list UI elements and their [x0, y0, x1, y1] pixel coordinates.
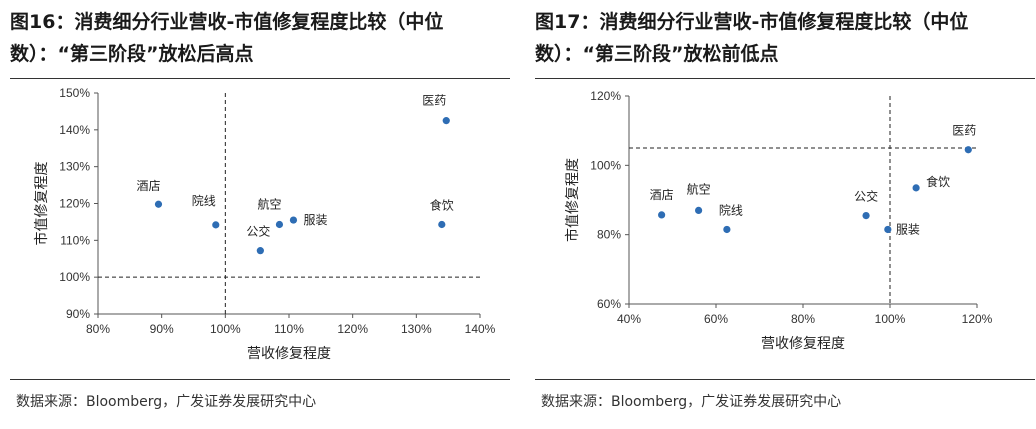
data-label: 酒店 [650, 188, 674, 202]
data-label: 服装 [303, 213, 327, 227]
x-tick-label: 140% [465, 322, 496, 336]
data-point [884, 225, 892, 234]
data-point [438, 220, 446, 229]
data-point [912, 184, 920, 192]
data-point [275, 220, 284, 229]
data-point [256, 247, 264, 255]
x-tick-label: 40% [617, 312, 641, 326]
y-tick-label: 120% [590, 89, 621, 103]
y-axis-title: 市值修复程度 [564, 158, 581, 242]
x-tick-label: 100% [875, 312, 906, 326]
x-axis-title: 营收修复程度 [247, 345, 331, 362]
figure-16-panel: 图16：消费细分行业营收-市值修复程度比较（中位 数）：“第三阶段”放松后高点 … [10, 0, 510, 429]
y-tick-label: 100% [590, 158, 621, 172]
figure-16-title-line2: 数）：“第三阶段”放松后高点 [10, 43, 254, 65]
data-label: 公交 [854, 189, 878, 204]
y-tick-label: 130% [59, 160, 90, 174]
figure-17-title-line2: 数）：“第三阶段”放松前低点 [535, 43, 779, 65]
x-axis-title: 营收修复程度 [761, 335, 845, 352]
data-label: 公交 [246, 224, 270, 239]
figure-16-frame: 90% 100% 110% 120% 130% 140% 150% 80% 90% 100% 110… [10, 78, 510, 380]
data-label: 院线 [192, 194, 216, 208]
figure-17-panel: 图17：消费细分行业营收-市值修复程度比较（中位 数）：“第三阶段”放松前低点 … [535, 0, 1035, 429]
x-tick-label: 90% [150, 322, 174, 336]
x-tick-label: 60% [704, 312, 728, 326]
x-tick-label: 120% [337, 322, 368, 336]
figure-17-source: 数据来源：Bloomberg，广发证券发展研究中心 [541, 394, 842, 410]
x-tick-label: 100% [210, 322, 241, 336]
y-tick-label: 140% [59, 123, 90, 137]
x-tick-label: 130% [401, 322, 432, 336]
data-label: 航空 [687, 181, 711, 196]
x-tick-label: 110% [274, 322, 304, 336]
figure-17-chart: 60%80%100%120%40% 60% 80% 100% 120%营收修复程度市值修… [564, 89, 993, 352]
y-tick-label: 150% [59, 86, 90, 100]
data-point [964, 146, 972, 154]
data-label: 服装 [896, 222, 920, 236]
x-tick-label: 120% [962, 312, 993, 326]
y-tick-label: 120% [59, 197, 90, 211]
data-label: 航空 [257, 196, 281, 211]
y-axis-title: 市值修复程度 [33, 162, 50, 246]
data-label: 院线 [719, 203, 743, 217]
data-point [289, 216, 298, 224]
figure-16-chart: 90%100%110%120%130%140%150%80% 90% 100% 110… [33, 86, 496, 362]
data-label: 食饮 [926, 174, 950, 189]
data-point [723, 225, 731, 234]
figure-17-frame: 60% 80% 100% 120% 40% 60% 80% 100% 120% 营收修复程度 市值修… [535, 78, 1035, 380]
data-point [658, 211, 666, 219]
data-label: 医药 [422, 94, 446, 108]
figure-16-source: 数据来源：Bloomberg，广发证券发展研究中心 [16, 394, 317, 410]
data-point [695, 206, 703, 214]
x-tick-label: 80% [791, 312, 815, 326]
data-label: 医药 [952, 124, 976, 138]
x-tick-label: 80% [86, 322, 110, 336]
data-point [154, 200, 163, 208]
y-tick-label: 110% [60, 233, 90, 247]
data-point [862, 212, 870, 220]
y-tick-label: 90% [66, 307, 90, 321]
data-label: 酒店 [136, 179, 160, 193]
y-tick-label: 60% [597, 297, 621, 311]
figure-16-title-line1: 图16：消费细分行业营收-市值修复程度比较（中位 [10, 11, 444, 33]
figure-17-title-line1: 图17：消费细分行业营收-市值修复程度比较（中位 [535, 11, 969, 33]
y-tick-label: 100% [59, 270, 90, 284]
figure-17-title: 图17：消费细分行业营收-市值修复程度比较（中位 数）：“第三阶段”放松前低点 [535, 6, 1035, 70]
data-point [212, 221, 220, 229]
data-point [442, 117, 450, 125]
figure-16-title: 图16：消费细分行业营收-市值修复程度比较（中位 数）：“第三阶段”放松后高点 [10, 6, 510, 70]
y-tick-label: 80% [597, 228, 621, 242]
data-label: 食饮 [430, 197, 454, 212]
